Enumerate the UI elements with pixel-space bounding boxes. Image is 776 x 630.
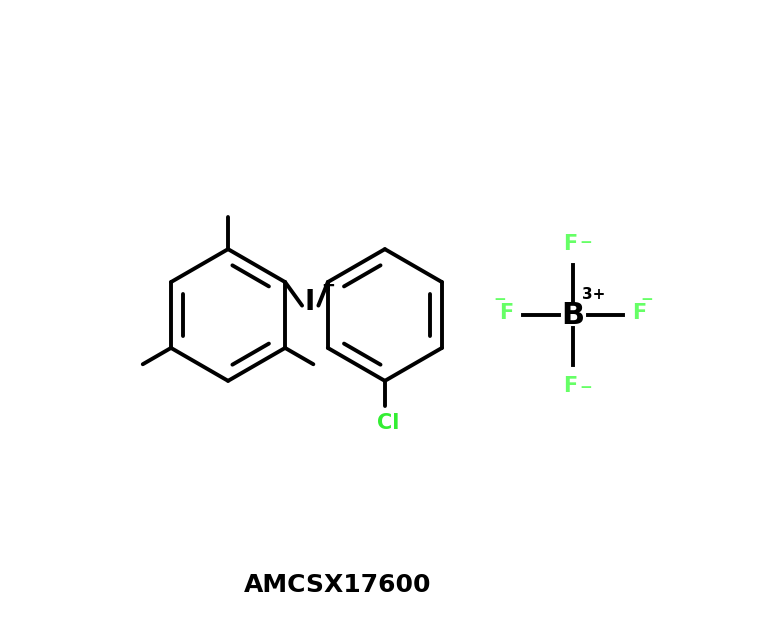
Text: F: F (563, 376, 577, 396)
Text: F: F (632, 303, 647, 323)
Text: −: − (640, 292, 653, 307)
Text: +: + (321, 277, 335, 294)
Text: Cl: Cl (377, 413, 399, 433)
Text: F: F (499, 303, 514, 323)
Text: F: F (563, 234, 577, 254)
Text: B: B (562, 301, 584, 329)
Text: −: − (579, 380, 592, 394)
Text: AMCSX17600: AMCSX17600 (244, 573, 431, 597)
Text: −: − (579, 236, 592, 250)
Text: 3+: 3+ (582, 287, 605, 302)
Text: I: I (304, 289, 315, 316)
Text: −: − (494, 292, 506, 307)
